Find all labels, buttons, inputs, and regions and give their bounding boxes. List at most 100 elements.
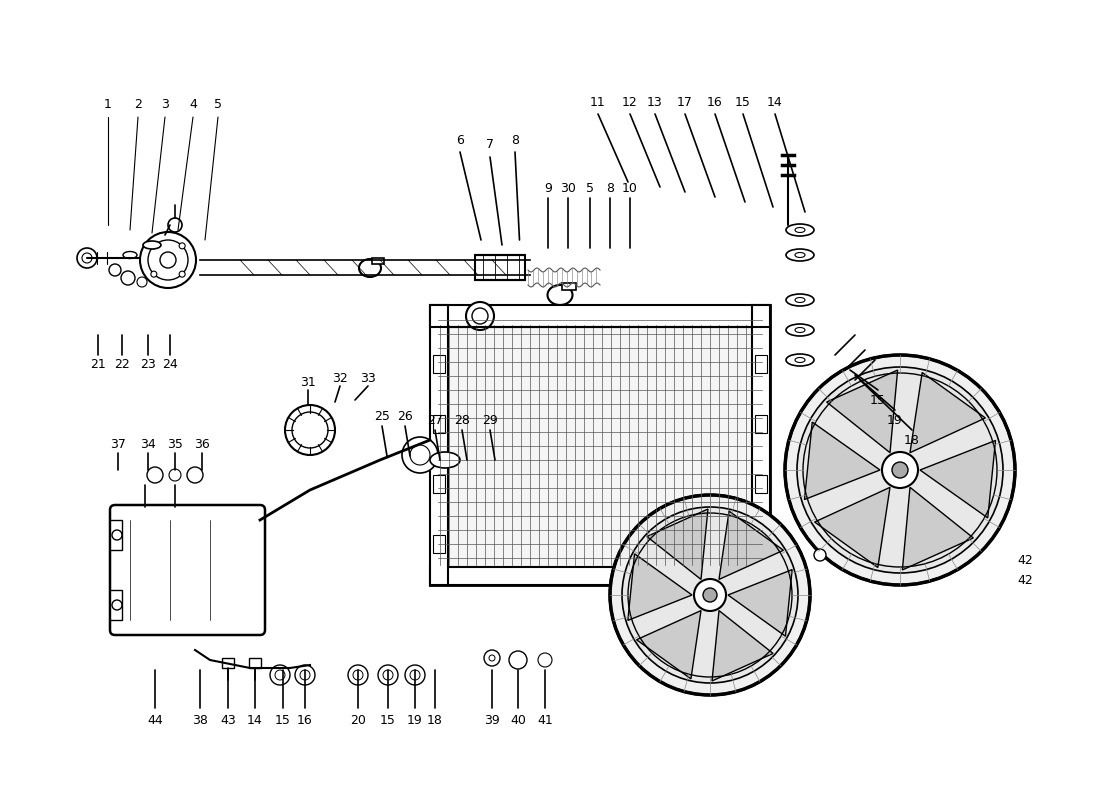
Polygon shape [719, 511, 783, 579]
Ellipse shape [786, 224, 814, 236]
Text: 15: 15 [735, 95, 751, 109]
Circle shape [785, 355, 1015, 585]
Polygon shape [647, 509, 708, 579]
Text: 31: 31 [300, 375, 316, 389]
Circle shape [466, 302, 494, 330]
Circle shape [187, 467, 204, 483]
Circle shape [814, 549, 826, 561]
Bar [562, 283, 576, 290]
Text: 11: 11 [590, 95, 606, 109]
Bar [752, 305, 770, 585]
Text: 41: 41 [537, 714, 553, 726]
Bar [110, 590, 122, 620]
Text: 17: 17 [678, 95, 693, 109]
Text: 32: 32 [332, 371, 348, 385]
Text: 10: 10 [623, 182, 638, 194]
Circle shape [484, 650, 500, 666]
Text: 2: 2 [134, 98, 142, 111]
Bar [755, 415, 767, 433]
Text: 35: 35 [167, 438, 183, 451]
Ellipse shape [143, 241, 161, 249]
Circle shape [151, 271, 157, 277]
Text: 19: 19 [887, 414, 903, 426]
Text: 4: 4 [189, 98, 197, 111]
Bar [475, 255, 525, 280]
Text: 13: 13 [647, 95, 663, 109]
Bar [433, 535, 446, 553]
Circle shape [295, 665, 315, 685]
Circle shape [538, 653, 552, 667]
FancyBboxPatch shape [110, 505, 265, 635]
Polygon shape [826, 370, 898, 453]
Circle shape [140, 232, 196, 288]
Circle shape [168, 218, 182, 232]
Circle shape [179, 271, 185, 277]
Ellipse shape [430, 452, 460, 468]
Text: 5: 5 [586, 182, 594, 194]
Text: 21: 21 [90, 358, 106, 370]
Bar [755, 475, 767, 493]
Text: 42: 42 [1018, 574, 1033, 586]
Text: 42: 42 [1018, 554, 1033, 566]
Text: 15: 15 [275, 714, 290, 726]
Circle shape [402, 437, 438, 473]
Circle shape [348, 665, 369, 685]
Circle shape [169, 469, 182, 481]
Circle shape [138, 277, 147, 287]
Text: 15: 15 [381, 714, 396, 726]
Text: 26: 26 [397, 410, 412, 422]
Text: 40: 40 [510, 714, 526, 726]
Text: 44: 44 [147, 714, 163, 726]
Circle shape [882, 452, 918, 488]
Bar [433, 355, 446, 373]
Circle shape [509, 651, 527, 669]
Text: 15: 15 [870, 394, 886, 406]
Polygon shape [804, 422, 880, 499]
Bar [430, 567, 770, 585]
Polygon shape [902, 487, 974, 570]
Circle shape [378, 665, 398, 685]
Text: 37: 37 [110, 438, 125, 451]
Text: 5: 5 [214, 98, 222, 111]
Text: 14: 14 [767, 95, 783, 109]
Text: 18: 18 [904, 434, 920, 446]
Circle shape [270, 665, 290, 685]
Text: 43: 43 [220, 714, 235, 726]
Text: 30: 30 [560, 182, 576, 194]
Text: 3: 3 [161, 98, 169, 111]
Bar [430, 305, 770, 327]
Text: 14: 14 [248, 714, 263, 726]
Circle shape [121, 271, 135, 285]
Text: 19: 19 [407, 714, 422, 726]
Text: 12: 12 [623, 95, 638, 109]
Polygon shape [920, 441, 996, 518]
Ellipse shape [786, 294, 814, 306]
Bar [110, 520, 122, 550]
Text: 23: 23 [140, 358, 156, 370]
Text: 6: 6 [456, 134, 464, 146]
Ellipse shape [786, 249, 814, 261]
Text: 8: 8 [512, 134, 519, 146]
Bar [433, 475, 446, 493]
Polygon shape [637, 610, 701, 679]
Text: 27: 27 [427, 414, 443, 426]
Circle shape [151, 243, 157, 249]
Text: 16: 16 [297, 714, 312, 726]
Circle shape [109, 264, 121, 276]
Text: 1: 1 [104, 98, 112, 111]
Text: 38: 38 [192, 714, 208, 726]
Bar [755, 535, 767, 553]
Circle shape [285, 405, 336, 455]
Bar [433, 415, 446, 433]
Circle shape [694, 579, 726, 611]
Circle shape [610, 495, 810, 695]
Text: 39: 39 [484, 714, 499, 726]
Text: 9: 9 [544, 182, 552, 194]
Text: 16: 16 [707, 95, 723, 109]
Text: 7: 7 [486, 138, 494, 151]
Ellipse shape [123, 251, 138, 258]
Bar [372, 258, 384, 264]
Polygon shape [815, 487, 890, 567]
Bar [430, 305, 770, 585]
Text: 36: 36 [194, 438, 210, 451]
